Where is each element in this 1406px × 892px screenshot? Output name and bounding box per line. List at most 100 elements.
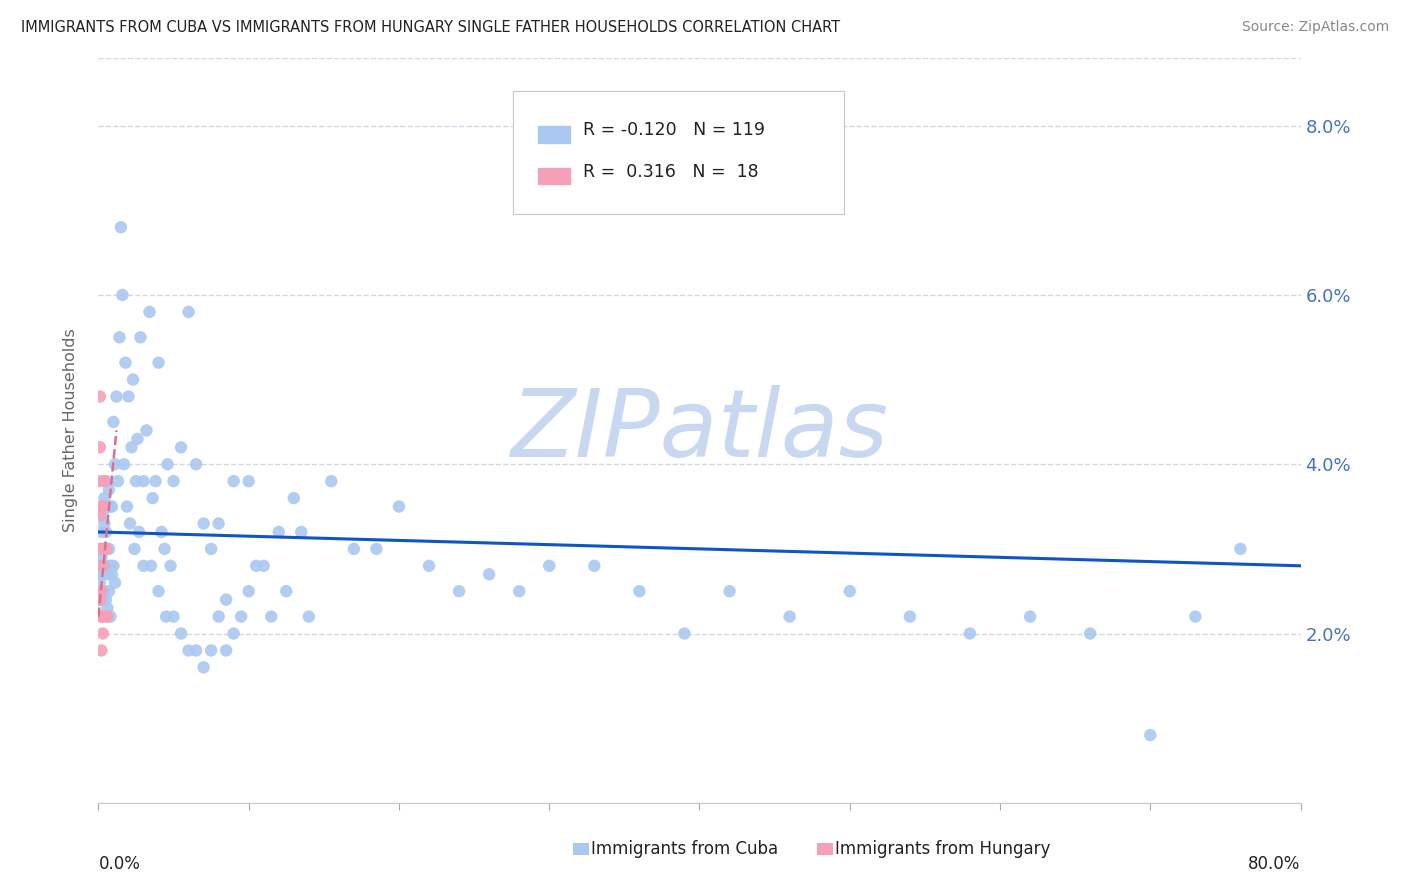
Point bbox=[128, 524, 150, 539]
Point bbox=[93, 541, 115, 556]
Point bbox=[1184, 609, 1206, 624]
Point bbox=[89, 390, 111, 404]
Point bbox=[89, 592, 111, 607]
Point bbox=[89, 558, 111, 573]
Point bbox=[89, 592, 111, 607]
Text: ZIPatlas: ZIPatlas bbox=[510, 384, 889, 476]
Text: R = -0.120   N = 119: R = -0.120 N = 119 bbox=[583, 121, 765, 139]
Point bbox=[193, 516, 215, 531]
Point bbox=[298, 609, 321, 624]
Point bbox=[91, 508, 114, 522]
Point bbox=[94, 474, 117, 488]
Point bbox=[101, 567, 124, 582]
Point bbox=[139, 558, 162, 573]
Point bbox=[96, 567, 118, 582]
Point bbox=[97, 483, 120, 497]
Point bbox=[94, 524, 117, 539]
Point bbox=[538, 558, 561, 573]
Point bbox=[89, 440, 111, 454]
Point bbox=[1019, 609, 1042, 624]
Text: Immigrants from Cuba: Immigrants from Cuba bbox=[591, 840, 778, 858]
Point bbox=[253, 558, 276, 573]
Point bbox=[283, 491, 305, 505]
Point bbox=[215, 592, 238, 607]
Point bbox=[100, 500, 122, 514]
Point bbox=[93, 516, 115, 531]
Point bbox=[100, 609, 122, 624]
Point bbox=[89, 541, 111, 556]
Point bbox=[343, 541, 366, 556]
Point bbox=[94, 541, 117, 556]
Text: 0.0%: 0.0% bbox=[98, 855, 141, 873]
Point bbox=[91, 500, 114, 514]
Point bbox=[583, 558, 606, 573]
Point bbox=[104, 575, 127, 590]
Point bbox=[231, 609, 253, 624]
Point bbox=[91, 541, 114, 556]
Point bbox=[132, 558, 155, 573]
Point bbox=[267, 524, 290, 539]
Point bbox=[215, 643, 238, 657]
Point bbox=[170, 440, 193, 454]
Point bbox=[156, 457, 179, 471]
Bar bbox=[817, 843, 832, 855]
Point bbox=[673, 626, 696, 640]
Text: Immigrants from Hungary: Immigrants from Hungary bbox=[835, 840, 1050, 858]
Point bbox=[959, 626, 981, 640]
Point bbox=[107, 474, 129, 488]
Point bbox=[366, 541, 388, 556]
Point bbox=[177, 643, 200, 657]
Point bbox=[162, 474, 184, 488]
Point bbox=[96, 500, 118, 514]
Point bbox=[1139, 728, 1161, 742]
Point bbox=[145, 474, 167, 488]
Point bbox=[153, 541, 176, 556]
Point bbox=[222, 626, 245, 640]
Bar bbox=[574, 843, 589, 855]
Point bbox=[121, 440, 143, 454]
Point bbox=[447, 584, 470, 599]
Point bbox=[222, 474, 245, 488]
Point bbox=[779, 609, 801, 624]
Point bbox=[838, 584, 860, 599]
Point bbox=[124, 541, 146, 556]
Point bbox=[245, 558, 267, 573]
Point bbox=[1078, 626, 1101, 640]
Point bbox=[94, 558, 117, 573]
Point bbox=[115, 500, 138, 514]
Point bbox=[184, 643, 207, 657]
Point bbox=[135, 424, 157, 438]
Point bbox=[90, 609, 112, 624]
Point bbox=[129, 330, 152, 344]
Point bbox=[1229, 541, 1251, 556]
Point bbox=[93, 474, 115, 488]
Point bbox=[200, 643, 222, 657]
Text: Source: ZipAtlas.com: Source: ZipAtlas.com bbox=[1241, 20, 1389, 34]
Bar bbox=[537, 125, 571, 144]
Point bbox=[90, 524, 112, 539]
Point bbox=[155, 609, 177, 624]
Point bbox=[321, 474, 343, 488]
Point bbox=[91, 558, 114, 573]
Point bbox=[141, 491, 163, 505]
Point bbox=[94, 609, 117, 624]
Point bbox=[162, 609, 184, 624]
Point bbox=[97, 584, 120, 599]
Point bbox=[200, 541, 222, 556]
Point bbox=[276, 584, 298, 599]
Point bbox=[93, 558, 115, 573]
Point bbox=[90, 584, 112, 599]
Point bbox=[260, 609, 283, 624]
Point bbox=[101, 500, 124, 514]
Point bbox=[96, 609, 118, 624]
Point bbox=[112, 457, 135, 471]
Point bbox=[508, 584, 530, 599]
Point bbox=[148, 584, 170, 599]
Point bbox=[94, 592, 117, 607]
Point bbox=[103, 415, 125, 429]
Point bbox=[90, 567, 112, 582]
Point bbox=[898, 609, 921, 624]
Point bbox=[91, 626, 114, 640]
Point bbox=[170, 626, 193, 640]
Text: IMMIGRANTS FROM CUBA VS IMMIGRANTS FROM HUNGARY SINGLE FATHER HOUSEHOLDS CORRELA: IMMIGRANTS FROM CUBA VS IMMIGRANTS FROM … bbox=[21, 20, 841, 35]
